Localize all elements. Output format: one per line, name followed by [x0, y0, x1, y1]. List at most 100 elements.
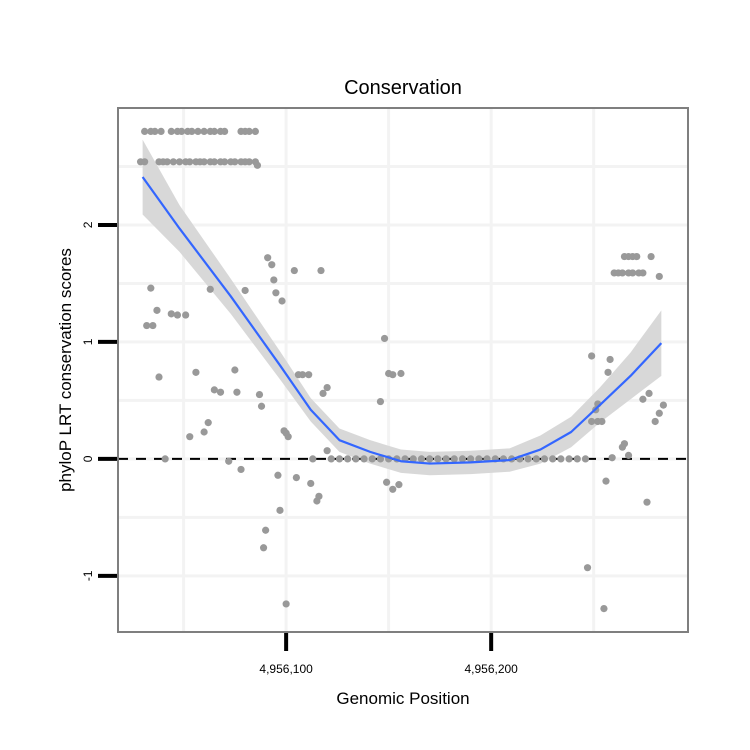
data-point: [245, 127, 253, 135]
x-tick-label: 4,956,200: [464, 662, 518, 676]
data-point: [319, 389, 327, 397]
data-point: [276, 506, 284, 514]
data-point: [188, 127, 196, 135]
data-point: [186, 158, 194, 166]
data-point: [475, 455, 483, 463]
data-point: [524, 455, 532, 463]
data-point: [629, 269, 637, 277]
data-point: [274, 471, 282, 479]
data-point: [323, 383, 331, 392]
data-point: [598, 417, 606, 426]
data-point: [335, 455, 344, 463]
chart-title: Conservation: [344, 77, 462, 99]
data-point: [305, 371, 313, 379]
data-point: [221, 158, 229, 166]
data-point: [397, 369, 405, 378]
data-point: [309, 455, 317, 463]
y-tick-label: 0: [81, 455, 95, 462]
data-point: [282, 600, 290, 608]
data-point: [141, 127, 149, 135]
data-point: [141, 158, 149, 166]
data-point: [259, 544, 268, 552]
data-point: [233, 388, 241, 396]
data-point: [257, 402, 266, 410]
data-point: [161, 455, 169, 463]
y-tick-label: 1: [81, 338, 95, 345]
data-point: [210, 386, 218, 394]
fit-line-group: [141, 176, 663, 465]
data-point: [157, 127, 165, 135]
data-point: [270, 276, 278, 284]
data-point: [192, 368, 200, 376]
data-point: [618, 269, 626, 277]
data-point: [241, 286, 249, 295]
data-point: [382, 478, 391, 486]
data-point: [434, 455, 442, 463]
data-point: [200, 158, 208, 166]
data-point: [395, 481, 403, 489]
data-point: [298, 371, 307, 379]
data-point: [151, 127, 159, 135]
y-tick-label: -1: [81, 570, 95, 581]
data-point: [149, 321, 157, 330]
data-point: [645, 389, 653, 397]
data-point: [204, 419, 212, 427]
data-point: [376, 455, 385, 463]
data-point: [458, 455, 467, 463]
data-point: [264, 254, 272, 262]
data-point: [200, 428, 208, 436]
panel-border: [117, 107, 689, 633]
x-tick-label: 4,956,100: [259, 662, 313, 676]
data-point: [290, 266, 298, 275]
data-point: [262, 526, 270, 534]
fit-line: [141, 176, 663, 465]
data-point: [153, 306, 161, 314]
data-point: [643, 498, 651, 506]
data-point: [606, 355, 614, 364]
data-point: [604, 368, 612, 376]
data-point: [237, 465, 245, 474]
data-point: [251, 127, 259, 135]
data-point: [307, 479, 315, 488]
data-point: [565, 455, 573, 463]
data-point: [210, 158, 218, 166]
data-point: [360, 455, 368, 463]
data-point: [268, 261, 276, 269]
data-point: [292, 474, 300, 482]
data-point: [633, 252, 641, 261]
data-point: [659, 401, 667, 409]
data-point: [620, 440, 629, 448]
data-point: [368, 455, 376, 463]
data-point: [210, 127, 218, 135]
x-axis: 4,956,100 4,956,200: [259, 633, 518, 676]
confidence-ribbon-group: [142, 139, 662, 476]
confidence-ribbon: [142, 139, 662, 476]
data-point: [380, 334, 389, 343]
data-point: [327, 455, 335, 463]
data-point: [280, 427, 288, 435]
data-point: [409, 455, 417, 463]
data-point: [639, 269, 647, 277]
data-point: [169, 158, 177, 166]
data-point: [245, 158, 253, 166]
data-point: [225, 457, 233, 465]
data-point: [344, 455, 352, 463]
data-point: [655, 272, 663, 281]
data-point: [639, 395, 647, 403]
data-point: [253, 161, 262, 169]
data-point: [389, 371, 397, 379]
data-point: [588, 417, 596, 426]
data-point: [317, 266, 325, 275]
data-point: [532, 455, 540, 463]
data-point: [540, 455, 549, 463]
data-point: [194, 127, 202, 135]
data-point: [624, 451, 633, 459]
data-point: [583, 564, 592, 572]
data-point: [323, 447, 331, 455]
data-point: [163, 158, 171, 166]
data-point: [284, 433, 292, 441]
data-point: [600, 605, 608, 613]
data-point: [651, 417, 659, 426]
